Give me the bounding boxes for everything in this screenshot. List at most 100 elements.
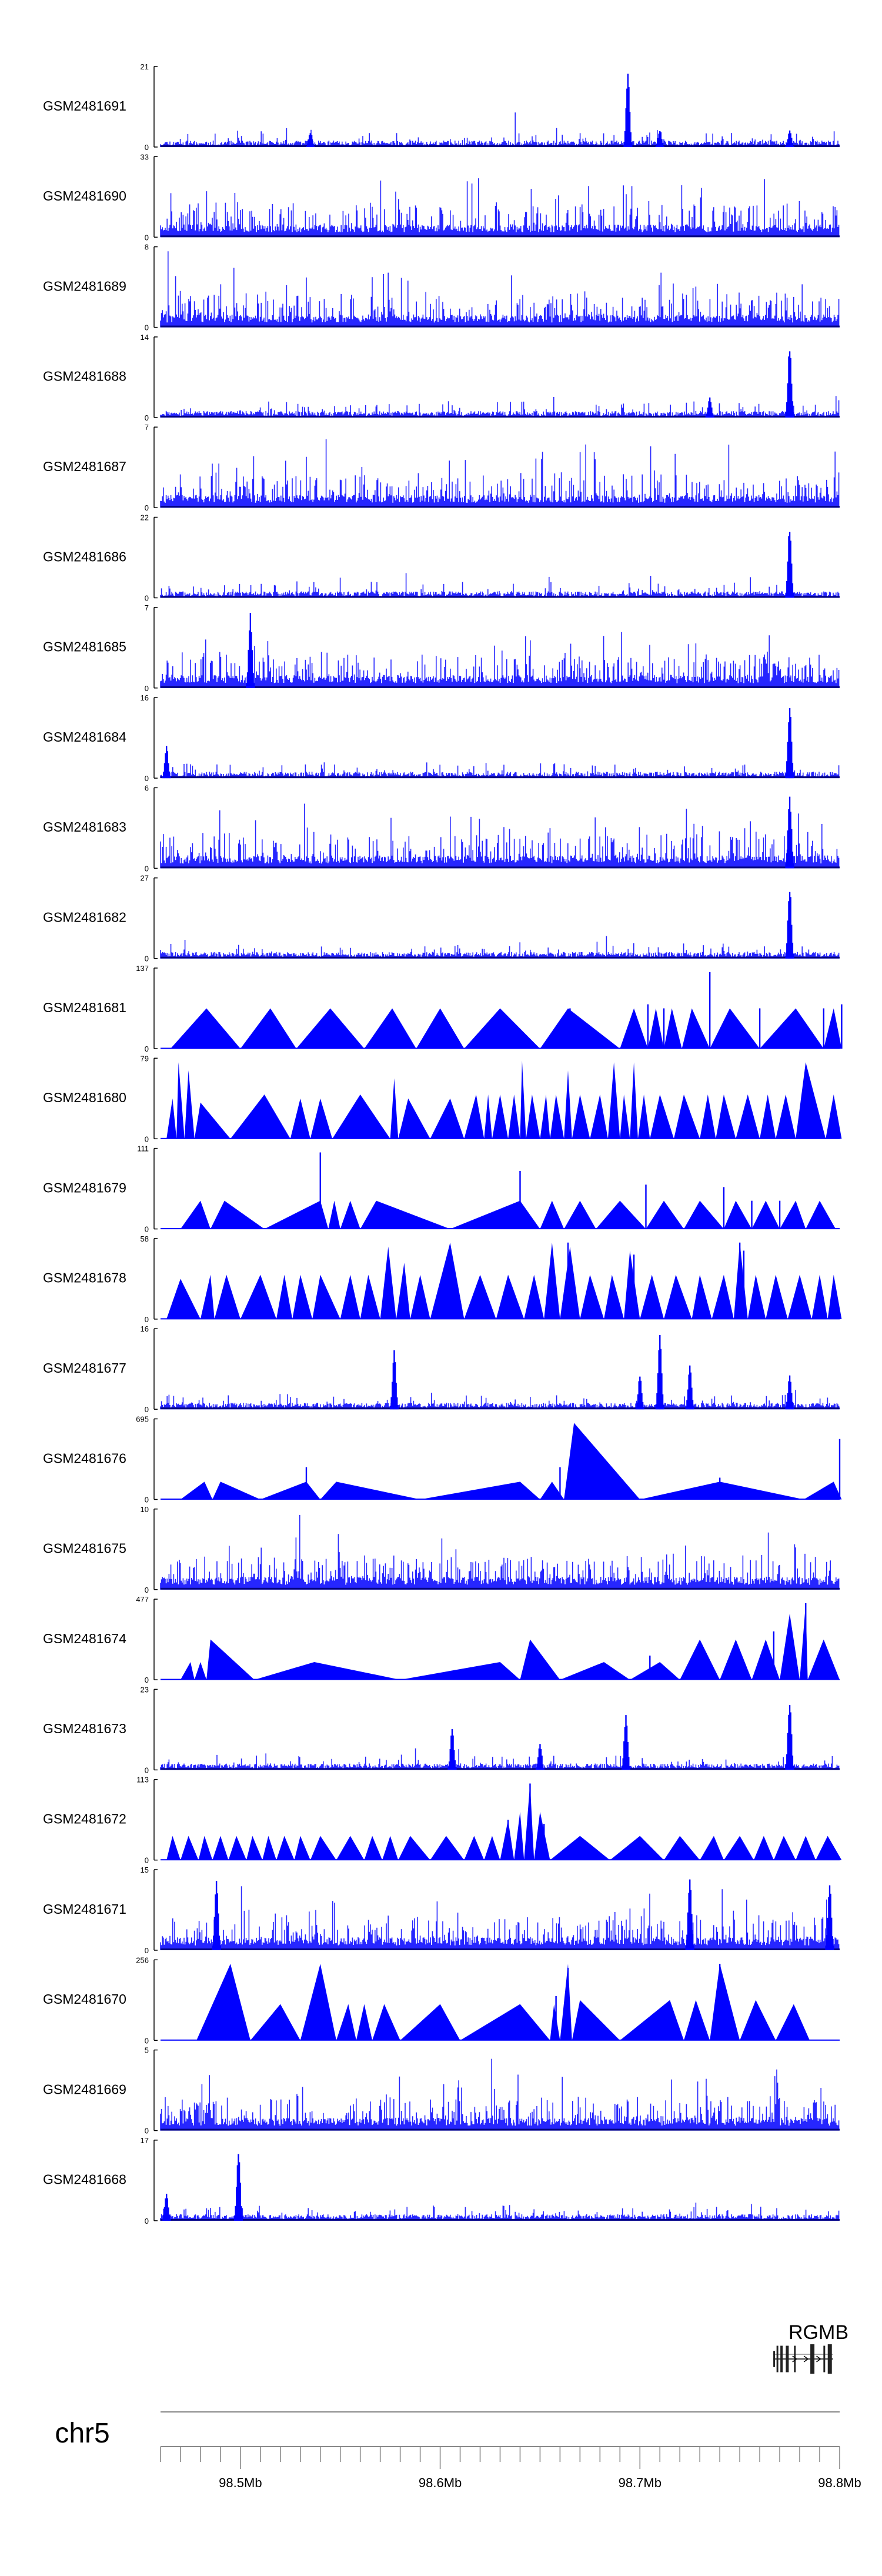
signal-triangle <box>450 1200 540 1229</box>
y-max-label: 16 <box>141 1324 149 1333</box>
y-max-label: 10 <box>141 1505 149 1514</box>
chromosome-label: chr5 <box>55 2418 109 2449</box>
track-label: GSM2481686 <box>43 549 126 564</box>
y-min-label: 0 <box>145 1405 149 1414</box>
signal-triangle <box>430 1098 465 1139</box>
signal-bars <box>160 2058 840 2131</box>
signal-triangle <box>524 1783 534 1860</box>
y-min-label: 0 <box>145 143 149 152</box>
signal-triangle <box>336 1836 365 1860</box>
track-GSM2481673: GSM2481673 23 0 <box>43 1685 840 1774</box>
signal-baseline <box>161 1948 840 1950</box>
signal-triangle <box>700 1836 724 1860</box>
signal-triangle <box>484 1094 492 1139</box>
signal-triangle <box>194 1661 207 1680</box>
signal-triangle <box>460 2004 550 2041</box>
signal-triangle <box>228 1836 247 1860</box>
track-label: GSM2481676 <box>43 1450 126 1466</box>
signal-triangle <box>340 1274 360 1319</box>
signal-triangle <box>464 1274 496 1319</box>
track-label: GSM2481672 <box>43 1811 126 1826</box>
y-min-label: 0 <box>145 503 149 512</box>
signal-triangle <box>760 1094 776 1139</box>
signal-triangle <box>796 1062 826 1139</box>
signal-triangle <box>664 1274 692 1319</box>
signal-triangle <box>604 1274 624 1319</box>
track-label: GSM2481669 <box>43 2081 126 2097</box>
signal-bars <box>160 803 840 869</box>
signal-triangle <box>464 1836 485 1860</box>
signal-triangle <box>520 1060 526 1139</box>
signal-bars <box>160 1748 840 1770</box>
signal-triangle <box>816 1836 842 1860</box>
signal-triangle <box>524 1274 544 1319</box>
signal-triangle <box>382 1836 399 1860</box>
track-label: GSM2481681 <box>43 1000 126 1015</box>
y-min-label: 0 <box>145 1225 149 1234</box>
signal-baseline <box>161 1047 840 1049</box>
signal-triangle <box>526 1094 540 1139</box>
y-max-label: 256 <box>136 1956 149 1964</box>
signal-baseline <box>161 776 840 779</box>
signal-triangle <box>560 1246 580 1319</box>
y-max-label: 7 <box>145 423 149 432</box>
signal-baseline <box>161 2218 840 2221</box>
track-label: GSM2481678 <box>43 1270 126 1286</box>
y-min-label: 0 <box>145 1586 149 1594</box>
track-GSM2481683: GSM2481683 6 0 <box>43 783 840 873</box>
signal-triangle <box>312 1274 340 1319</box>
signal-triangle <box>540 1481 564 1500</box>
signal-triangle <box>360 1200 450 1229</box>
signal-triangle <box>560 1661 630 1680</box>
signal-baseline <box>161 325 840 328</box>
signal-triangle <box>803 1481 842 1500</box>
signal-triangle <box>647 1008 664 1049</box>
y-max-label: 33 <box>141 152 149 161</box>
gene-track: RGMB <box>773 2321 848 2374</box>
signal-triangle <box>773 1836 796 1860</box>
y-max-label: 113 <box>136 1776 149 1784</box>
signal-baseline <box>161 145 840 147</box>
gene-exon <box>786 2345 789 2373</box>
axis-tick-label: 98.5Mb <box>219 2475 262 2490</box>
y-min-label: 0 <box>145 864 149 873</box>
track-GSM2481677: GSM2481677 16 0 <box>43 1324 840 1414</box>
signal-triangle <box>646 1200 684 1229</box>
signal-triangle <box>400 1661 520 1680</box>
signal-triangle <box>807 1639 840 1680</box>
axis-tick-label: 98.8Mb <box>818 2475 861 2490</box>
track-GSM2481679: GSM2481679 111 0 <box>43 1144 840 1234</box>
signal-triangle <box>664 1836 700 1860</box>
signal-triangle <box>733 1242 748 1319</box>
signal-triangle <box>396 1263 410 1319</box>
signal-triangle <box>796 1836 816 1860</box>
signal-triangle <box>780 1613 800 1680</box>
signal-triangle <box>624 1250 640 1319</box>
signal-triangle <box>212 1481 260 1500</box>
y-max-label: 14 <box>141 333 149 342</box>
signal-triangle <box>711 1274 734 1319</box>
signal-triangle <box>664 1008 682 1049</box>
signal-triangle <box>640 1274 664 1319</box>
signal-triangle <box>180 1836 199 1860</box>
track-GSM2481668: GSM2481668 17 0 <box>43 2136 840 2225</box>
signal-triangle <box>560 1964 572 2041</box>
signal-triangle <box>806 1200 836 1229</box>
signal-bars <box>160 112 840 147</box>
gene-exon <box>794 2345 796 2373</box>
track-label: GSM2481675 <box>43 1541 126 1556</box>
track-label: GSM2481687 <box>43 459 126 474</box>
signal-triangle <box>723 1200 752 1229</box>
track-GSM2481670: GSM2481670 256 0 <box>43 1956 840 2045</box>
track-GSM2481689: GSM2481689 8 0 <box>43 243 840 332</box>
signal-triangle <box>254 1661 400 1680</box>
signal-triangle <box>180 1481 213 1500</box>
y-max-label: 21 <box>141 62 149 71</box>
track-GSM2481680: GSM2481680 79 0 <box>43 1054 842 1143</box>
y-min-label: 0 <box>145 323 149 332</box>
signal-triangle <box>398 1836 430 1860</box>
signal-triangle <box>534 1811 550 1860</box>
signal-baseline <box>161 1768 840 1770</box>
y-min-label: 0 <box>145 955 149 963</box>
track-GSM2481675: GSM2481675 10 0 <box>43 1505 840 1594</box>
